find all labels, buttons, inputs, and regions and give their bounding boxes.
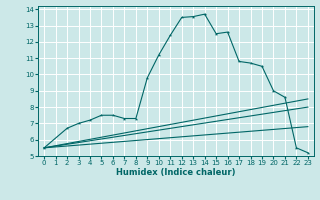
- X-axis label: Humidex (Indice chaleur): Humidex (Indice chaleur): [116, 168, 236, 177]
